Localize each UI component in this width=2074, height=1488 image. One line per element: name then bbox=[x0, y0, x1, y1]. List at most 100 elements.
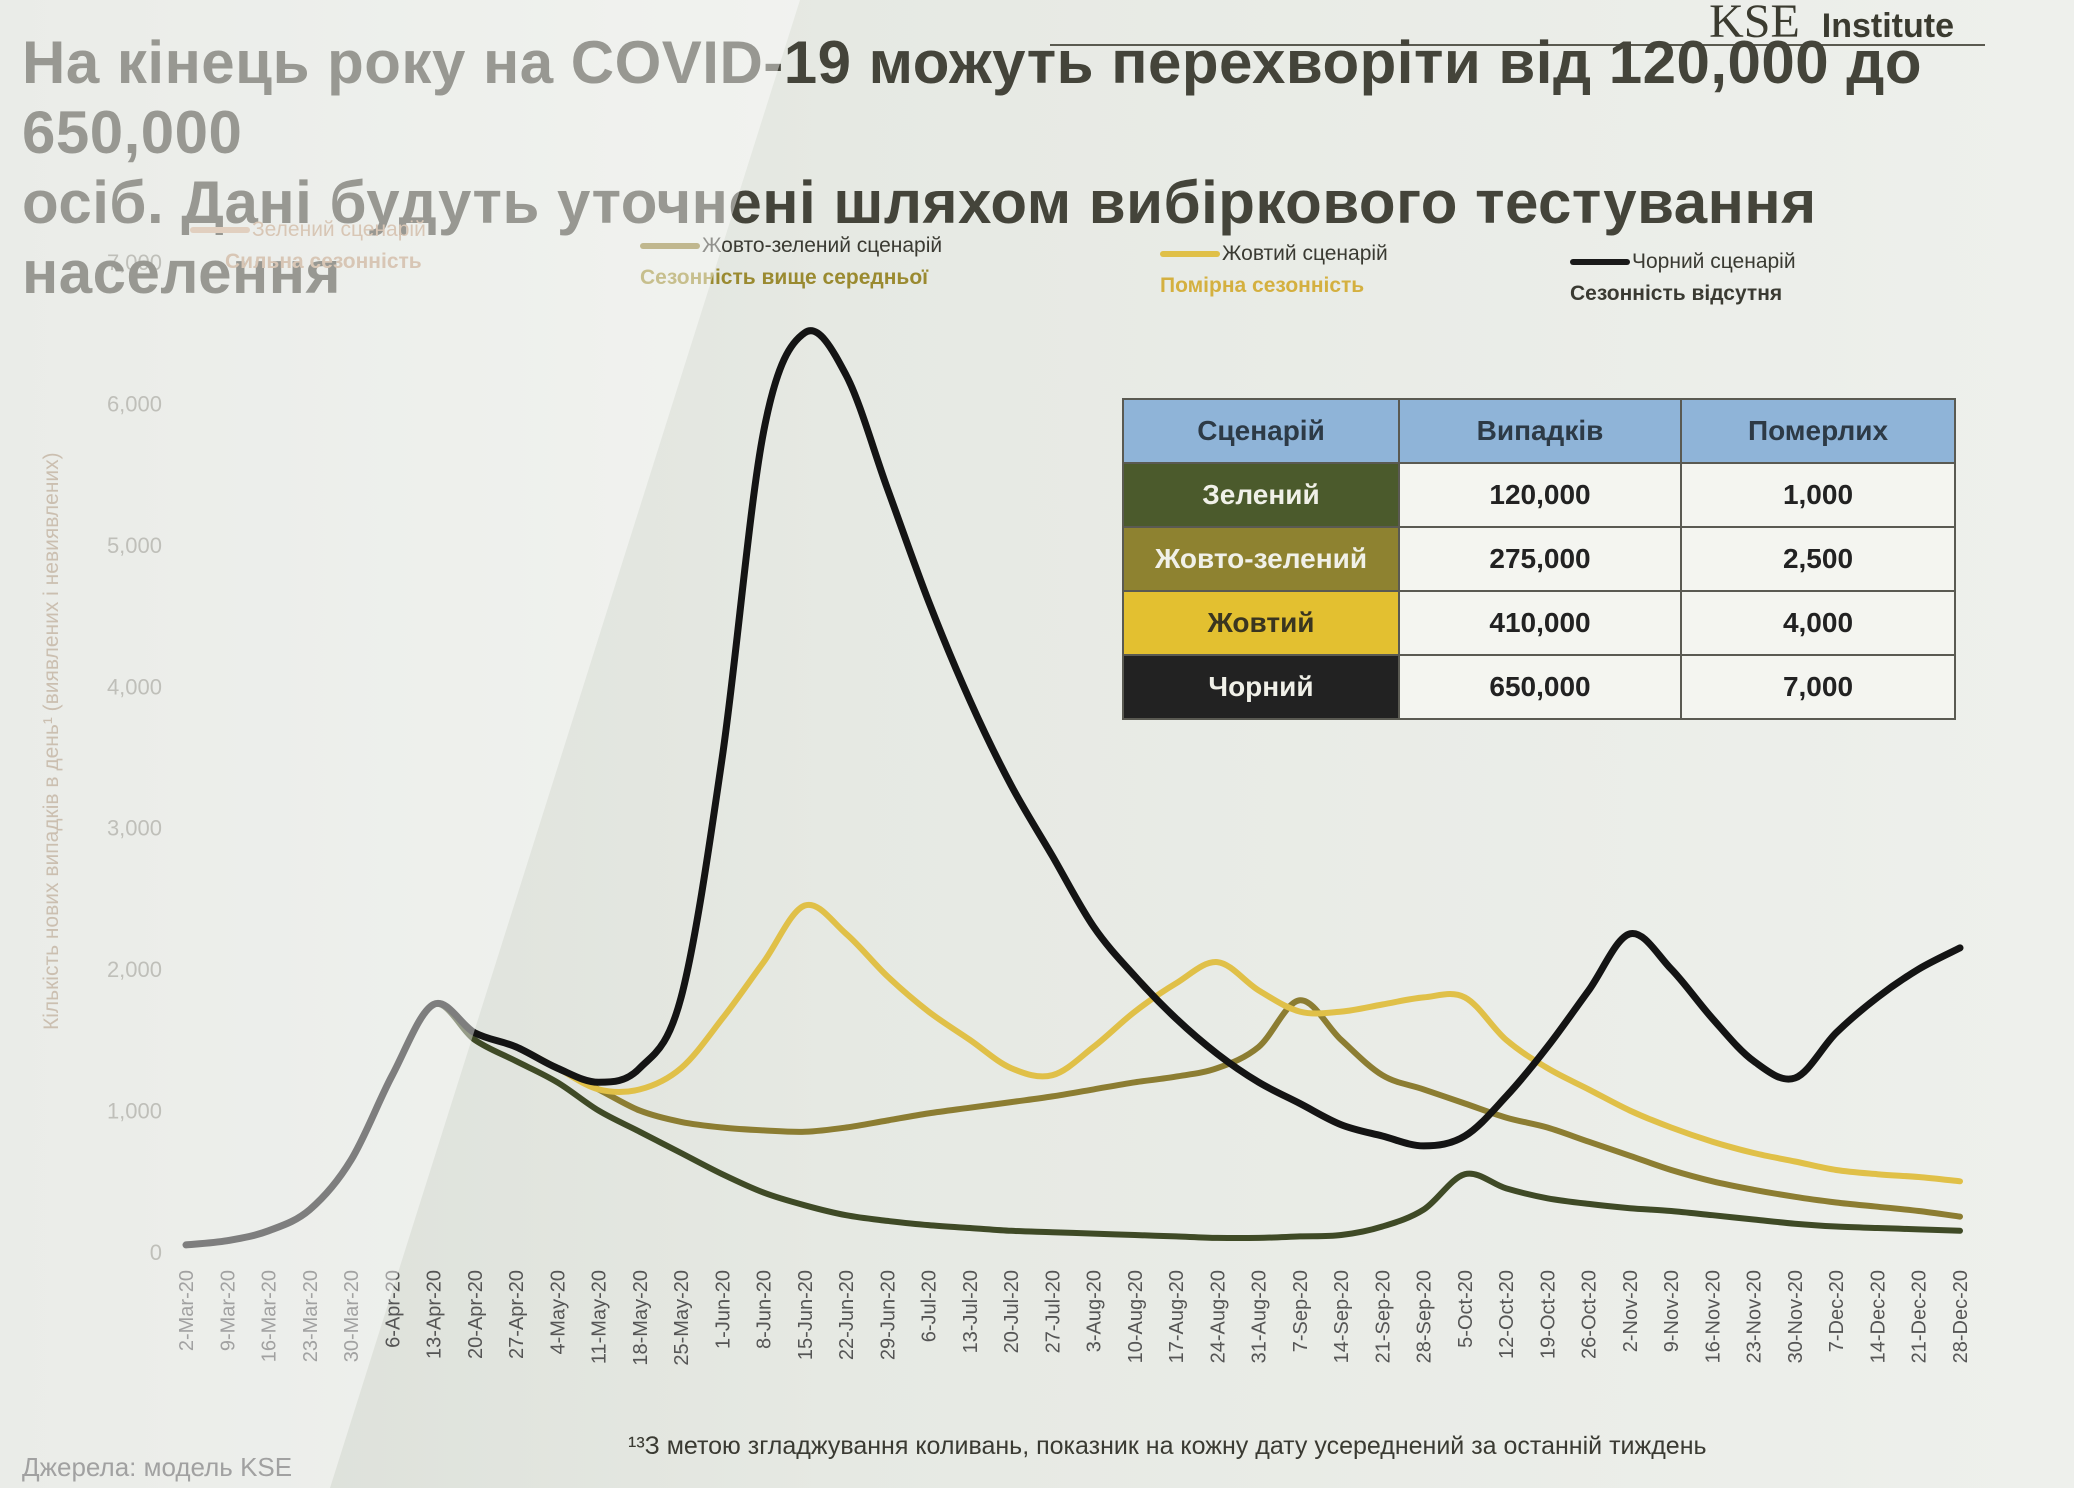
x-tick-label: 17-Aug-20 bbox=[1166, 1270, 1188, 1363]
x-tick-label: 30-Nov-20 bbox=[1785, 1270, 1807, 1363]
x-tick-label: 7-Sep-20 bbox=[1290, 1270, 1312, 1352]
y-tick-label: 1,000 bbox=[107, 1099, 162, 1124]
legend-swatch-black bbox=[1570, 259, 1630, 266]
table-cell-cases: 410,000 bbox=[1398, 590, 1682, 656]
table-header-cases: Випадків bbox=[1398, 398, 1682, 464]
x-tick-label: 4-May-20 bbox=[547, 1270, 569, 1354]
legend-label-black: Чорний сценарій bbox=[1632, 250, 1796, 273]
x-tick-label: 25-May-20 bbox=[671, 1270, 693, 1366]
x-tick-label: 20-Apr-20 bbox=[465, 1270, 487, 1359]
series-line-yellow-green bbox=[183, 997, 1963, 1248]
series-line-yellow bbox=[183, 901, 1963, 1248]
header-divider bbox=[1050, 44, 1985, 46]
x-tick-label: 22-Jun-20 bbox=[836, 1270, 858, 1360]
x-tick-label: 21-Sep-20 bbox=[1372, 1270, 1394, 1363]
footnote: ¹³З метою згладжування коливань, показни… bbox=[628, 1432, 1707, 1460]
table-cell-deaths: 7,000 bbox=[1680, 654, 1956, 720]
legend-item-black: Чорний сценарій Сезонність відсутня bbox=[1570, 250, 1796, 306]
series-line-green bbox=[183, 1000, 1963, 1248]
x-tick-label: 5-Oct-20 bbox=[1455, 1270, 1477, 1348]
legend-label-yellow-green: Жовто-зелений сценарій bbox=[702, 234, 943, 257]
legend-swatch-yellow bbox=[1160, 251, 1220, 258]
legend-sub-black: Сезонність відсутня bbox=[1570, 282, 1783, 305]
legend-label-yellow: Жовтий сценарій bbox=[1222, 242, 1388, 265]
x-tick-label: 31-Aug-20 bbox=[1249, 1270, 1271, 1363]
x-tick-label: 27-Apr-20 bbox=[506, 1270, 528, 1359]
source-note: Джерела: модель KSE bbox=[22, 1452, 293, 1482]
logo-suffix: Institute bbox=[1821, 7, 1954, 45]
table-header-scenario: Сценарій bbox=[1122, 398, 1400, 464]
table-cell-scenario: Зелений bbox=[1122, 462, 1400, 528]
legend-sub-yellow-green: Сезонність вище середньої bbox=[640, 266, 929, 289]
y-tick-label: 0 bbox=[150, 1240, 162, 1265]
table-row: Зелений 120,000 1,000 bbox=[1122, 462, 1956, 528]
x-tick-label: 12-Oct-20 bbox=[1496, 1270, 1518, 1359]
title-line-2: осіб. Дані будуть уточнені шляхом вибірк… bbox=[22, 169, 1817, 306]
series-line-black bbox=[182, 327, 1964, 1249]
table-cell-cases: 650,000 bbox=[1398, 654, 1682, 720]
x-tick-label: 28-Dec-20 bbox=[1950, 1270, 1972, 1363]
y-tick-label: 3,000 bbox=[107, 816, 162, 841]
logo-text: KSE bbox=[1709, 0, 1800, 48]
x-tick-label: 23-Nov-20 bbox=[1744, 1270, 1766, 1363]
x-tick-label: 3-Aug-20 bbox=[1084, 1270, 1106, 1352]
x-tick-label: 9-Mar-20 bbox=[217, 1270, 239, 1351]
x-tick-label: 26-Oct-20 bbox=[1579, 1270, 1601, 1359]
legend-swatch-green bbox=[190, 227, 250, 234]
table-cell-deaths: 2,500 bbox=[1680, 526, 1956, 592]
legend-item-yellow: Жовтий сценарій Помірна сезонність bbox=[1160, 242, 1388, 298]
x-tick-label: 18-May-20 bbox=[630, 1270, 652, 1366]
table-cell-cases: 120,000 bbox=[1398, 462, 1682, 528]
x-tick-label: 13-Apr-20 bbox=[424, 1270, 446, 1359]
table-header-row: Сценарій Випадків Померлих bbox=[1122, 398, 1956, 464]
kse-logo: KSE Institute bbox=[1709, 0, 1954, 49]
legend-sub-green: Сильна сезонність bbox=[225, 250, 422, 273]
title-line-1: На кінець року на COVID-19 можуть перехв… bbox=[22, 29, 1923, 166]
y-tick-label: 7,000 bbox=[107, 250, 162, 275]
y-tick-label: 5,000 bbox=[107, 533, 162, 558]
table-cell-scenario: Жовтий bbox=[1122, 590, 1400, 656]
y-axis-label: Кількість нових випадків в день¹ (виявле… bbox=[40, 452, 63, 1030]
table-cell-scenario: Чорний bbox=[1122, 654, 1400, 720]
x-tick-label: 15-Jun-20 bbox=[795, 1270, 817, 1360]
legend-swatch-yellow-green bbox=[640, 243, 700, 250]
x-tick-label: 2-Nov-20 bbox=[1620, 1270, 1642, 1352]
table-row: Жовто-зелений 275,000 2,500 bbox=[1122, 526, 1956, 592]
x-tick-label: 14-Dec-20 bbox=[1867, 1270, 1889, 1363]
x-tick-label: 6-Apr-20 bbox=[382, 1270, 404, 1348]
x-tick-label: 19-Oct-20 bbox=[1537, 1270, 1559, 1359]
x-tick-label: 16-Mar-20 bbox=[259, 1270, 281, 1362]
table-cell-cases: 275,000 bbox=[1398, 526, 1682, 592]
slide-title: На кінець року на COVID-19 можуть перехв… bbox=[22, 28, 2002, 308]
x-tick-label: 2-Mar-20 bbox=[176, 1270, 198, 1351]
x-tick-label: 1-Jun-20 bbox=[712, 1270, 734, 1349]
y-tick-label: 2,000 bbox=[107, 957, 162, 982]
x-tick-label: 13-Jul-20 bbox=[960, 1270, 982, 1353]
table-header-deaths: Померлих bbox=[1680, 398, 1956, 464]
table-row: Чорний 650,000 7,000 bbox=[1122, 654, 1956, 720]
legend-item-green: Зелений сценарій Сильна сезонність bbox=[190, 218, 426, 274]
table-cell-scenario: Жовто-зелений bbox=[1122, 526, 1400, 592]
x-tick-label: 21-Dec-20 bbox=[1909, 1270, 1931, 1363]
x-tick-label: 9-Nov-20 bbox=[1661, 1270, 1683, 1352]
x-tick-label: 27-Jul-20 bbox=[1042, 1270, 1064, 1353]
x-tick-label: 6-Jul-20 bbox=[919, 1270, 941, 1342]
legend-label-green: Зелений сценарій bbox=[252, 218, 426, 241]
x-tick-label: 28-Sep-20 bbox=[1414, 1270, 1436, 1363]
x-tick-label: 20-Jul-20 bbox=[1001, 1270, 1023, 1353]
table-cell-deaths: 4,000 bbox=[1680, 590, 1956, 656]
x-tick-label: 29-Jun-20 bbox=[877, 1270, 899, 1360]
table-row: Жовтий 410,000 4,000 bbox=[1122, 590, 1956, 656]
legend-item-yellow-green: Жовто-зелений сценарій Сезонність вище с… bbox=[640, 234, 942, 290]
x-tick-label: 10-Aug-20 bbox=[1125, 1270, 1147, 1363]
x-tick-label: 30-Mar-20 bbox=[341, 1270, 363, 1362]
x-tick-label: 16-Nov-20 bbox=[1702, 1270, 1724, 1363]
table-cell-deaths: 1,000 bbox=[1680, 462, 1956, 528]
scenario-table: Сценарій Випадків Померлих Зелений 120,0… bbox=[1122, 398, 1956, 720]
y-tick-label: 4,000 bbox=[107, 674, 162, 699]
x-tick-label: 11-May-20 bbox=[589, 1270, 611, 1364]
y-tick-label: 6,000 bbox=[107, 391, 162, 416]
x-tick-label: 8-Jun-20 bbox=[754, 1270, 776, 1349]
x-tick-label: 7-Dec-20 bbox=[1826, 1270, 1848, 1352]
